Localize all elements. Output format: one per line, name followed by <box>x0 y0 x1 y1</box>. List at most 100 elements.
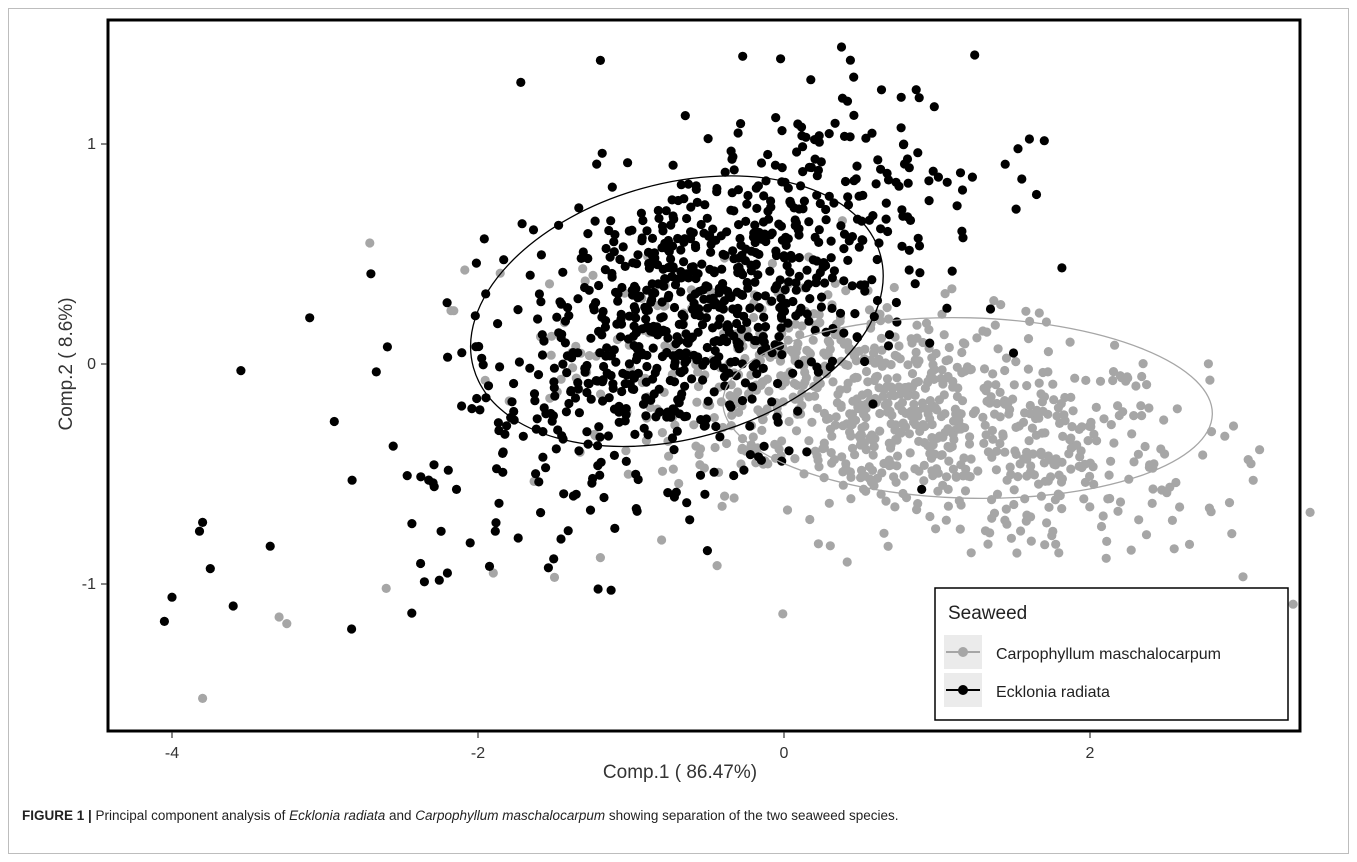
data-point-carpophyllum <box>274 612 284 622</box>
data-point-carpophyllum <box>1305 507 1315 517</box>
data-point-carpophyllum <box>621 446 631 456</box>
data-point-ecklonia <box>730 356 740 367</box>
data-point-ecklonia <box>671 487 681 497</box>
data-point-carpophyllum <box>913 406 923 416</box>
data-point-ecklonia <box>633 368 644 378</box>
data-point-carpophyllum <box>692 397 702 407</box>
data-point-ecklonia <box>776 302 786 312</box>
data-point-carpophyllum <box>1134 515 1144 525</box>
data-point-ecklonia <box>867 275 877 285</box>
data-point-ecklonia <box>347 624 357 634</box>
data-point-ecklonia <box>717 264 727 274</box>
data-point-carpophyllum <box>668 464 678 474</box>
data-point-carpophyllum <box>1026 512 1036 522</box>
data-point-ecklonia <box>366 269 376 279</box>
data-point-ecklonia <box>751 336 761 346</box>
data-point-ecklonia <box>718 249 728 259</box>
data-point-carpophyllum <box>716 397 727 407</box>
data-point-carpophyllum <box>838 421 848 431</box>
data-point-ecklonia <box>676 392 686 402</box>
data-point-ecklonia <box>609 237 619 247</box>
data-point-ecklonia <box>883 341 894 351</box>
data-point-carpophyllum <box>710 442 720 453</box>
data-point-ecklonia <box>443 465 453 475</box>
data-point-ecklonia <box>556 299 567 309</box>
data-point-ecklonia <box>776 54 786 64</box>
data-point-ecklonia <box>558 359 568 369</box>
data-point-carpophyllum <box>1021 306 1031 316</box>
data-point-ecklonia <box>839 244 849 254</box>
x-tick-label: -4 <box>165 745 179 762</box>
data-point-carpophyllum <box>956 424 966 434</box>
data-point-carpophyllum <box>843 360 853 370</box>
data-point-ecklonia <box>706 247 716 257</box>
data-point-carpophyllum <box>906 411 917 421</box>
data-point-carpophyllum <box>982 396 992 406</box>
data-point-ecklonia <box>766 202 776 212</box>
data-point-carpophyllum <box>1065 435 1075 445</box>
data-point-carpophyllum <box>1002 475 1012 485</box>
data-point-ecklonia <box>627 225 637 235</box>
data-point-ecklonia <box>1039 136 1049 146</box>
data-point-ecklonia <box>774 332 784 342</box>
data-point-carpophyllum <box>912 320 922 330</box>
data-point-carpophyllum <box>881 496 891 506</box>
data-point-ecklonia <box>648 343 658 353</box>
data-point-carpophyllum <box>1184 539 1195 550</box>
data-point-ecklonia <box>746 266 756 276</box>
data-point-ecklonia <box>629 384 639 394</box>
caption-species-1: Ecklonia radiata <box>289 808 386 823</box>
data-point-ecklonia <box>649 287 659 297</box>
data-point-carpophyllum <box>1172 404 1182 414</box>
data-point-carpophyllum <box>965 365 976 375</box>
data-point-carpophyllum <box>733 387 743 397</box>
data-point-ecklonia <box>693 269 703 279</box>
data-point-carpophyllum <box>1228 421 1239 431</box>
data-point-ecklonia <box>858 235 868 245</box>
data-point-ecklonia <box>779 253 790 263</box>
data-point-carpophyllum <box>829 455 840 465</box>
data-point-ecklonia <box>607 182 617 192</box>
data-point-ecklonia <box>700 489 710 499</box>
ellipse-carpophyllum <box>722 316 1213 500</box>
data-point-carpophyllum <box>1142 380 1152 390</box>
data-point-carpophyllum <box>460 265 470 275</box>
data-point-ecklonia <box>843 192 853 202</box>
data-point-ecklonia <box>728 246 738 256</box>
data-point-carpophyllum <box>956 460 966 470</box>
data-point-ecklonia <box>669 445 679 455</box>
data-point-ecklonia <box>745 303 756 313</box>
data-point-ecklonia <box>881 198 891 208</box>
data-point-ecklonia <box>663 235 674 246</box>
data-point-carpophyllum <box>1066 443 1076 453</box>
data-point-carpophyllum <box>1054 548 1064 558</box>
data-point-carpophyllum <box>674 478 684 489</box>
data-point-carpophyllum <box>819 348 829 358</box>
data-point-ecklonia <box>750 220 760 230</box>
data-point-ecklonia <box>416 472 426 482</box>
caption-label: FIGURE 1 | <box>22 808 92 823</box>
data-point-ecklonia <box>658 312 668 322</box>
data-point-ecklonia <box>701 281 711 291</box>
x-tick-label: -2 <box>471 745 485 762</box>
data-point-carpophyllum <box>861 412 871 423</box>
data-point-ecklonia <box>820 278 830 288</box>
data-point-ecklonia <box>600 322 611 332</box>
data-point-ecklonia <box>970 50 980 60</box>
data-point-ecklonia <box>703 134 713 144</box>
data-point-ecklonia <box>740 378 751 388</box>
figure-frame <box>8 8 1349 854</box>
data-point-carpophyllum <box>909 399 919 409</box>
data-point-carpophyllum <box>1091 402 1101 412</box>
data-point-carpophyllum <box>1137 411 1147 421</box>
data-point-carpophyllum <box>1053 403 1063 413</box>
data-point-carpophyllum <box>381 583 391 594</box>
data-point-carpophyllum <box>1104 470 1114 480</box>
data-point-carpophyllum <box>757 425 767 435</box>
data-point-carpophyllum <box>943 501 954 511</box>
data-point-ecklonia <box>642 361 652 372</box>
data-point-ecklonia <box>549 377 559 387</box>
data-point-carpophyllum <box>877 361 887 371</box>
data-point-ecklonia <box>594 280 604 291</box>
data-point-carpophyllum <box>746 442 756 452</box>
